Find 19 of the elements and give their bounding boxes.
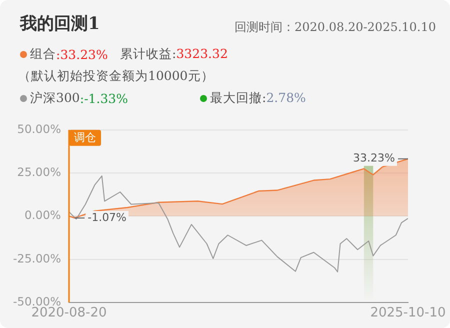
- y-tick-label: -25.00%: [13, 251, 62, 266]
- annotation: -1.07%: [88, 210, 127, 224]
- y-tick-label: 50.00%: [17, 122, 62, 136]
- x-tick-label: 2020-08-20: [31, 306, 107, 321]
- y-tick-label: 25.00%: [17, 165, 62, 180]
- annotation: 调仓: [74, 130, 96, 144]
- text: 最大回撤:2.78%: [210, 90, 306, 105]
- chart-title: 我的回测1: [20, 13, 100, 35]
- x-tick-label: 2025-10-10: [370, 306, 446, 321]
- text: （默认初始投资金额为10000元）: [18, 68, 214, 85]
- legend-label: 组合: [30, 46, 56, 63]
- annotation: 33.23%: [353, 152, 395, 165]
- text: :33.23%: [56, 47, 108, 62]
- y-tick-label: -50.00%: [13, 294, 62, 308]
- text: 累计收益:3323.32: [120, 46, 228, 61]
- y-tick-label: 0.00%: [24, 208, 62, 222]
- text: :-1.33%: [80, 91, 128, 106]
- legend-label: 沪深300: [30, 90, 80, 107]
- chart-subtitle: 回测时间：2020.08.20-2025.10.10: [234, 19, 436, 36]
